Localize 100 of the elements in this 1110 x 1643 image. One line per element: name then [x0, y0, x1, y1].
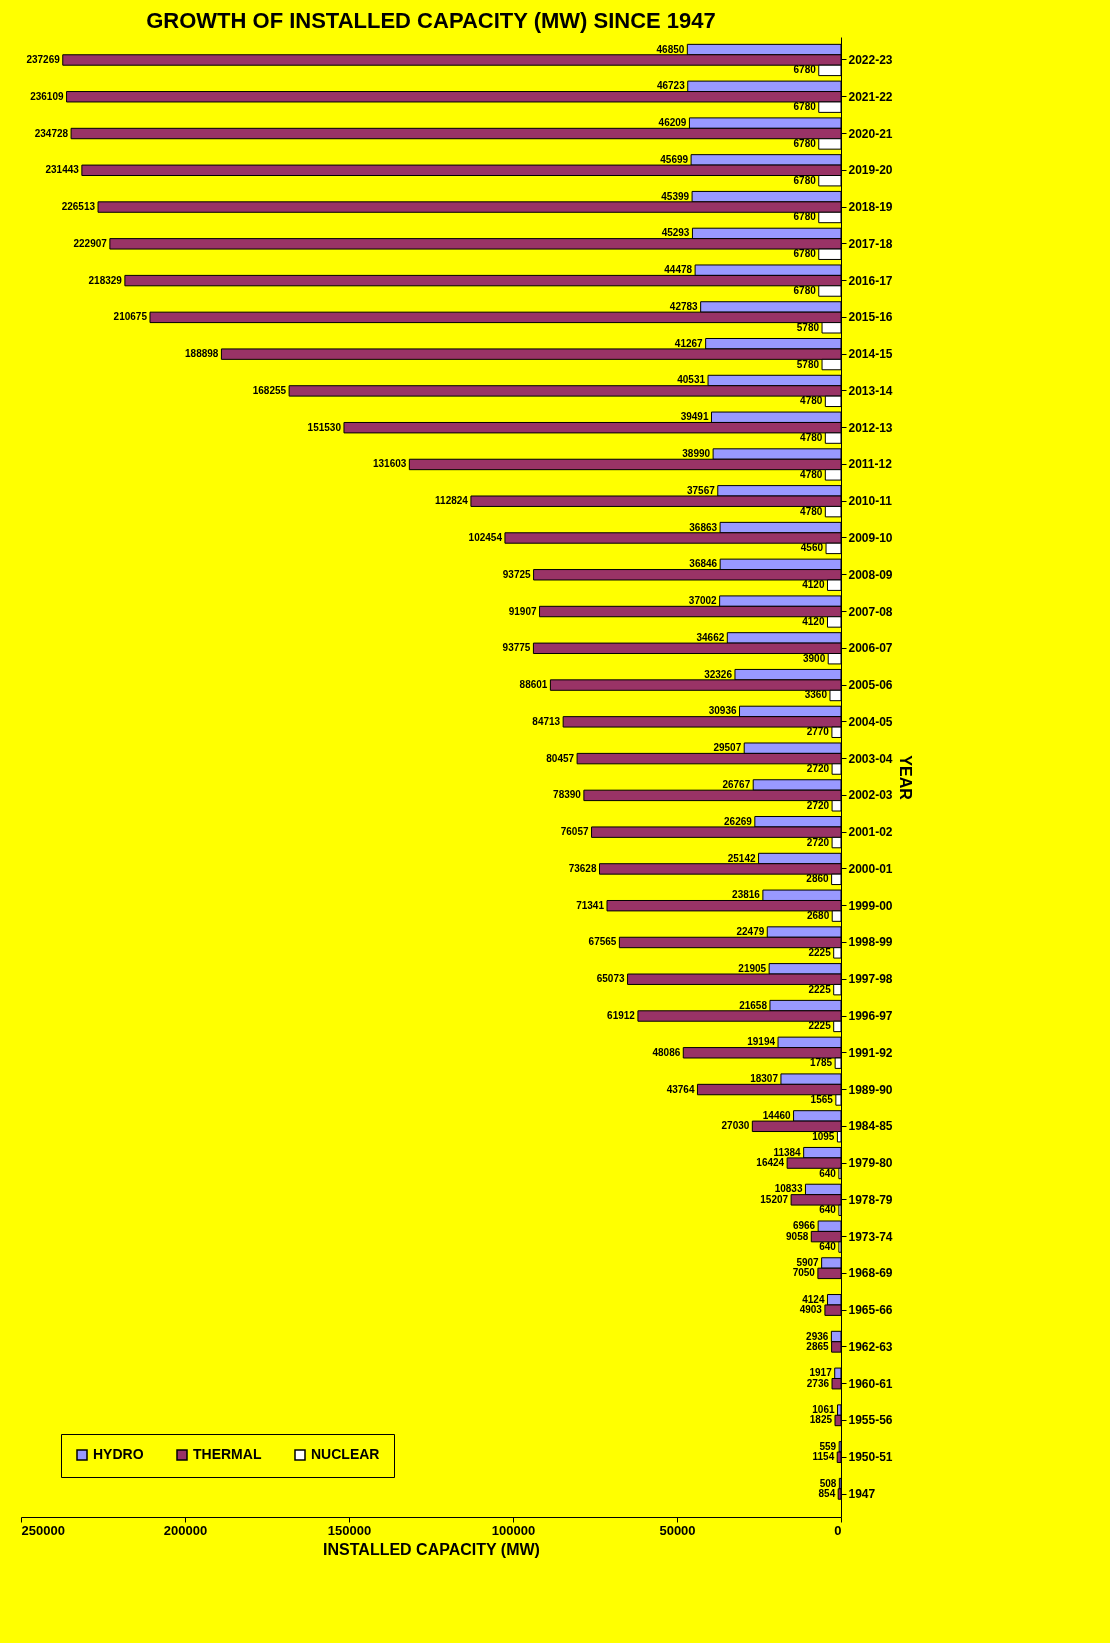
- data-label: 2720: [806, 836, 830, 848]
- data-label: 6966: [792, 1220, 816, 1232]
- y-tick-label: 1979-80: [848, 1156, 893, 1171]
- data-label: 1565: [810, 1093, 834, 1105]
- data-label: 2860: [806, 873, 830, 885]
- data-label: 2720: [806, 763, 830, 775]
- data-label: 2936: [806, 1330, 829, 1342]
- legend-label: NUCLEAR: [311, 1446, 380, 1462]
- data-label: 27030: [721, 1120, 750, 1132]
- y-tick-label: 2021-22: [848, 89, 893, 104]
- data-label: 218329: [88, 274, 123, 286]
- data-label: 1061: [812, 1404, 835, 1416]
- y-tick-label: 2017-18: [848, 236, 893, 251]
- data-label: 2225: [808, 983, 832, 995]
- data-label: 2770: [806, 726, 830, 738]
- y-tick-label: 1962-63: [848, 1339, 893, 1354]
- y-tick-label: 2002-03: [848, 788, 893, 803]
- y-tick-label: 1955-56: [848, 1413, 893, 1428]
- y-tick-label: 2010-11: [848, 494, 893, 509]
- data-label: 30936: [708, 705, 737, 717]
- data-label: 1917: [809, 1367, 833, 1379]
- data-label: 6780: [793, 64, 817, 76]
- data-label: 91907: [508, 605, 537, 617]
- y-tick-label: 2004-05: [848, 714, 893, 729]
- chart-title: GROWTH OF INSTALLED CAPACITY (MW) SINCE 1947: [146, 8, 716, 33]
- data-label: 3900: [802, 652, 826, 664]
- data-label: 9058: [786, 1230, 809, 1242]
- data-label: 1785: [809, 1057, 833, 1069]
- data-label: 44478: [664, 264, 693, 276]
- y-tick-label: 1973-74: [848, 1229, 893, 1244]
- y-tick-label: 2012-13: [848, 420, 893, 435]
- y-tick-label: 2006-07: [848, 641, 893, 656]
- data-label: 37002: [688, 595, 718, 607]
- data-label: 46850: [656, 43, 685, 55]
- data-label: 234728: [34, 127, 69, 139]
- data-label: 34662: [696, 631, 725, 643]
- data-label: 2680: [806, 910, 830, 922]
- data-label: 7050: [792, 1267, 816, 1279]
- data-label: 1095: [812, 1130, 835, 1142]
- data-label: 76057: [560, 826, 589, 838]
- data-label: 5780: [796, 358, 820, 370]
- data-label: 231443: [45, 164, 80, 176]
- data-label: 25142: [727, 852, 756, 864]
- data-label: 93775: [502, 642, 531, 654]
- y-tick-label: 2011-12: [848, 457, 893, 472]
- data-label: 26767: [722, 778, 751, 790]
- y-tick-label: 2000-01: [848, 861, 893, 876]
- data-label: 80457: [546, 752, 575, 764]
- data-label: 112824: [435, 495, 469, 507]
- data-label: 3360: [804, 689, 828, 701]
- data-label: 11384: [773, 1146, 802, 1158]
- y-tick-label: 2022-23: [848, 52, 893, 67]
- data-label: 14460: [762, 1109, 791, 1121]
- y-tick-label: 2013-14: [848, 383, 893, 398]
- data-label: 2225: [808, 1020, 832, 1032]
- data-label: 2720: [806, 799, 830, 811]
- y-tick-label: 1999-00: [848, 898, 893, 913]
- data-label: 46209: [658, 117, 687, 129]
- data-label: 39491: [680, 411, 709, 423]
- data-label: 4780: [800, 395, 823, 407]
- data-label: 236109: [30, 90, 64, 102]
- y-tick-label: 2018-19: [848, 200, 893, 215]
- data-label: 6780: [793, 101, 817, 113]
- data-label: 6780: [793, 248, 817, 260]
- data-label: 29507: [713, 742, 742, 754]
- data-label: 61912: [607, 1010, 636, 1022]
- data-label: 36863: [689, 521, 718, 533]
- y-tick-label: 1960-61: [848, 1376, 893, 1391]
- data-label: 42783: [669, 300, 699, 312]
- data-label: 4780: [800, 432, 823, 444]
- data-label: 6780: [793, 285, 817, 297]
- y-tick-label: 1968-69: [848, 1266, 893, 1281]
- data-label: 40531: [677, 374, 706, 386]
- data-label: 48086: [652, 1046, 681, 1058]
- data-label: 4124: [802, 1293, 825, 1305]
- data-label: 10833: [774, 1183, 803, 1195]
- x-tick-label: 150000: [327, 1522, 372, 1538]
- legend-label: HYDRO: [93, 1446, 144, 1462]
- data-label: 15207: [760, 1193, 789, 1205]
- y-tick-label: 1989-90: [848, 1082, 893, 1097]
- data-label: 71341: [576, 899, 605, 911]
- y-tick-label: 1997-98: [848, 972, 893, 987]
- data-label: 168255: [252, 384, 287, 396]
- data-label: 45699: [660, 153, 689, 165]
- y-tick-label: 1998-99: [848, 935, 893, 950]
- data-label: 88601: [519, 679, 548, 691]
- data-label: 854: [818, 1488, 836, 1500]
- x-axis-title: INSTALLED CAPACITY (MW): [323, 1540, 540, 1558]
- data-label: 226513: [61, 201, 96, 213]
- data-label: 222907: [73, 237, 108, 249]
- y-tick-label: 1978-79: [848, 1192, 893, 1207]
- x-tick-label: 100000: [491, 1522, 536, 1538]
- data-label: 6780: [793, 174, 817, 186]
- data-label: 151530: [307, 421, 342, 433]
- x-tick-label: 50000: [659, 1522, 696, 1538]
- data-label: 5780: [796, 321, 820, 333]
- y-tick-label: 2009-10: [848, 530, 893, 545]
- data-label: 41267: [674, 337, 704, 349]
- data-label: 32326: [704, 668, 733, 680]
- data-label: 2225: [808, 946, 832, 958]
